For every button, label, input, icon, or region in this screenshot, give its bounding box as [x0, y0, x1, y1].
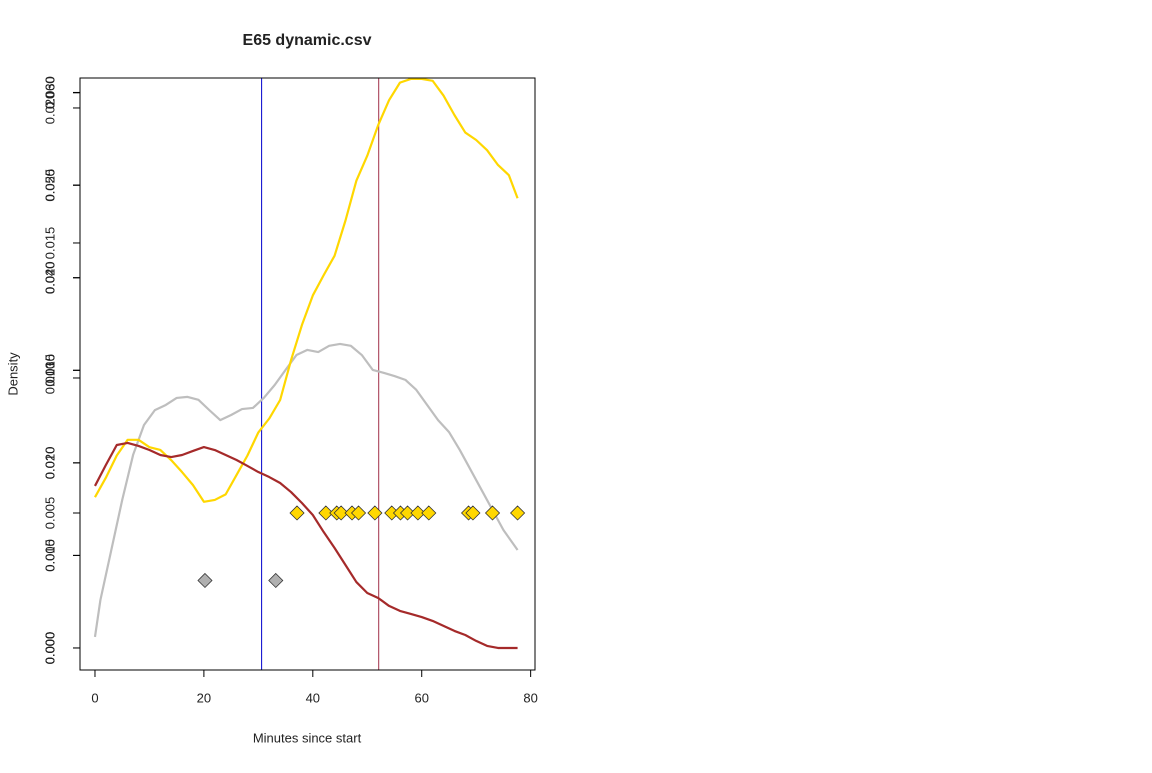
- point-marker: [289, 505, 305, 521]
- y-tick-label: 0.000: [42, 632, 57, 665]
- y-tick-label: 0.010: [42, 447, 57, 480]
- point-marker: [421, 505, 437, 521]
- y-tick-label: 0.005: [42, 497, 57, 530]
- x-axis-label: Minutes since start: [253, 730, 362, 745]
- y-tick-label: 0.000: [42, 632, 57, 665]
- point-marker: [318, 505, 334, 521]
- y-tick-label: 0.015: [42, 354, 57, 387]
- y-tick-label: 0.005: [42, 539, 57, 572]
- y-tick-label: 0.040: [42, 262, 57, 295]
- plot-area: [93, 78, 526, 670]
- point-marker: [197, 572, 213, 589]
- y-tick-label: 0.010: [42, 362, 57, 395]
- y-tick-label: 0.025: [42, 169, 57, 202]
- x-tick-label: 0: [91, 690, 98, 705]
- chart-title: E65 dynamic.csv: [243, 32, 372, 49]
- y-tick-label: 0.010: [42, 539, 57, 572]
- x-tick-label: 80: [523, 690, 537, 705]
- point-marker: [465, 505, 481, 521]
- point-marker: [410, 505, 426, 521]
- point-marker: [350, 505, 367, 521]
- point-marker: [510, 505, 526, 521]
- density-line: [93, 342, 519, 638]
- point-marker: [484, 505, 501, 521]
- y-tick-label: 0.060: [42, 77, 57, 110]
- y-tick-label: 0.050: [42, 169, 57, 202]
- y-tick-label: 0.020: [42, 261, 57, 294]
- y-tick-label: 0.030: [42, 76, 57, 109]
- density-line: [94, 441, 518, 650]
- density-line: [94, 78, 519, 503]
- y-tick-label: 0.030: [42, 354, 57, 387]
- y-tick-label: 0.000: [42, 632, 57, 665]
- point-marker: [268, 572, 284, 589]
- plot-frame: [79, 77, 536, 671]
- x-tick-label: 60: [414, 690, 428, 705]
- x-tick-label: 40: [306, 690, 320, 705]
- point-marker: [333, 505, 349, 521]
- y-tick-label: 0.015: [42, 227, 57, 260]
- y-tick-label: 0.020: [42, 447, 57, 480]
- point-marker: [367, 505, 383, 521]
- y-axis-label: Density: [5, 352, 20, 396]
- point-marker: [400, 505, 416, 521]
- x-tick-label: 20: [197, 690, 211, 705]
- y-tick-label: 0.020: [42, 92, 57, 125]
